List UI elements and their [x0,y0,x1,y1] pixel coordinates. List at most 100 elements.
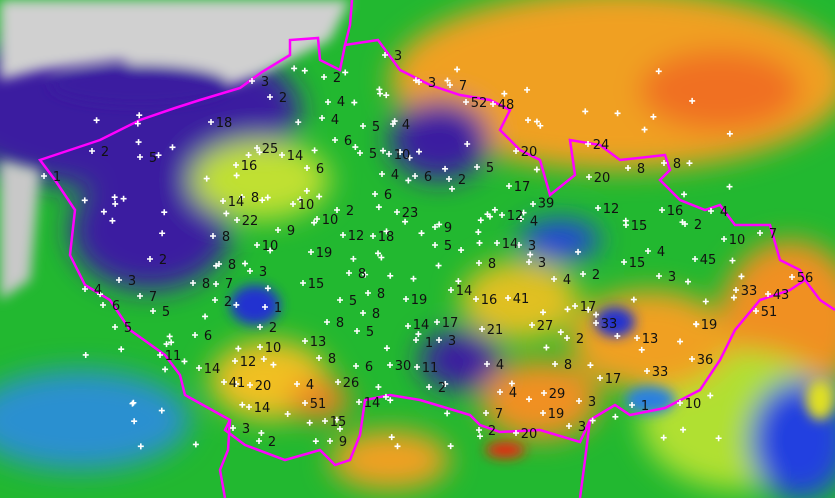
station-marker[interactable] [566,423,572,429]
station-marker[interactable] [291,65,298,72]
station-marker[interactable] [342,69,349,76]
station-marker[interactable] [589,417,596,424]
station-marker[interactable] [375,383,382,390]
station-marker[interactable] [118,346,125,353]
station-marker[interactable] [483,410,489,416]
station-marker[interactable] [161,209,168,216]
station-marker[interactable] [526,396,533,403]
station-marker[interactable] [444,77,451,84]
station-marker[interactable] [458,247,465,254]
station-marker[interactable] [497,389,503,395]
station-marker[interactable] [150,308,156,314]
station-marker[interactable] [312,438,319,445]
station-marker[interactable] [302,338,308,344]
station-marker[interactable] [679,219,686,226]
station-marker[interactable] [575,248,582,255]
station-marker[interactable] [130,399,137,406]
station-marker[interactable] [308,249,314,255]
station-marker[interactable] [564,335,570,341]
station-marker[interactable] [340,232,346,238]
station-marker[interactable] [93,117,100,124]
station-marker[interactable] [137,154,143,160]
station-marker[interactable] [284,410,291,417]
station-marker[interactable] [614,333,621,340]
station-marker[interactable] [587,362,594,369]
station-marker[interactable] [447,443,454,450]
station-marker[interactable] [738,273,745,280]
station-marker[interactable] [325,99,331,105]
station-marker[interactable] [192,332,198,338]
station-marker[interactable] [586,174,592,180]
station-marker[interactable] [275,227,281,233]
station-marker[interactable] [239,194,245,200]
station-marker[interactable] [233,380,240,387]
station-marker[interactable] [432,224,438,230]
station-marker[interactable] [505,295,511,301]
station-marker[interactable] [239,401,246,408]
station-marker[interactable] [454,66,461,73]
station-marker[interactable] [448,287,454,293]
station-marker[interactable] [258,430,265,437]
station-marker[interactable] [213,262,220,269]
station-marker[interactable] [442,380,449,387]
station-marker[interactable] [254,242,260,248]
station-marker[interactable] [730,294,737,301]
station-marker[interactable] [552,361,558,367]
station-marker[interactable] [593,320,599,326]
station-marker[interactable] [97,291,104,298]
station-marker[interactable] [301,67,308,74]
station-marker[interactable] [203,175,210,182]
station-marker[interactable] [765,291,771,297]
station-marker[interactable] [476,239,483,246]
station-marker[interactable] [100,302,106,308]
station-marker[interactable] [262,304,268,310]
station-marker[interactable] [490,101,496,107]
station-marker[interactable] [455,278,462,285]
station-marker[interactable] [702,298,709,305]
station-marker[interactable] [245,152,252,159]
station-marker[interactable] [629,402,635,408]
station-marker[interactable] [394,209,400,215]
station-marker[interactable] [520,209,527,216]
station-marker[interactable] [249,78,255,84]
station-marker[interactable] [432,242,438,248]
station-marker[interactable] [360,310,366,316]
station-marker[interactable] [543,344,550,351]
station-marker[interactable] [479,326,485,332]
station-marker[interactable] [435,262,442,269]
station-marker[interactable] [196,365,202,371]
station-marker[interactable] [402,218,409,225]
station-marker[interactable] [434,319,440,325]
station-marker[interactable] [656,273,662,279]
station-marker[interactable] [476,260,482,266]
station-marker[interactable] [474,164,480,170]
station-marker[interactable] [109,217,116,224]
station-marker[interactable] [378,254,385,261]
station-marker[interactable] [557,329,564,336]
station-marker[interactable] [499,212,505,218]
station-marker[interactable] [680,426,687,433]
station-marker[interactable] [120,195,127,202]
station-marker[interactable] [387,397,394,404]
station-marker[interactable] [537,122,544,129]
station-marker[interactable] [582,108,589,115]
station-marker[interactable] [475,229,482,236]
station-marker[interactable] [159,230,166,237]
station-marker[interactable] [192,441,199,448]
station-marker[interactable] [585,141,591,147]
station-marker[interactable] [689,97,696,104]
station-marker[interactable] [208,119,214,125]
station-marker[interactable] [638,346,645,353]
station-marker[interactable] [270,361,277,368]
station-marker[interactable] [316,355,322,361]
station-marker[interactable] [476,427,482,433]
station-marker[interactable] [416,148,423,155]
station-marker[interactable] [418,230,425,237]
station-marker[interactable] [264,285,271,292]
station-marker[interactable] [597,375,603,381]
station-marker[interactable] [622,217,629,224]
station-marker[interactable] [645,248,651,254]
station-marker[interactable] [134,120,141,127]
station-marker[interactable] [379,171,385,177]
